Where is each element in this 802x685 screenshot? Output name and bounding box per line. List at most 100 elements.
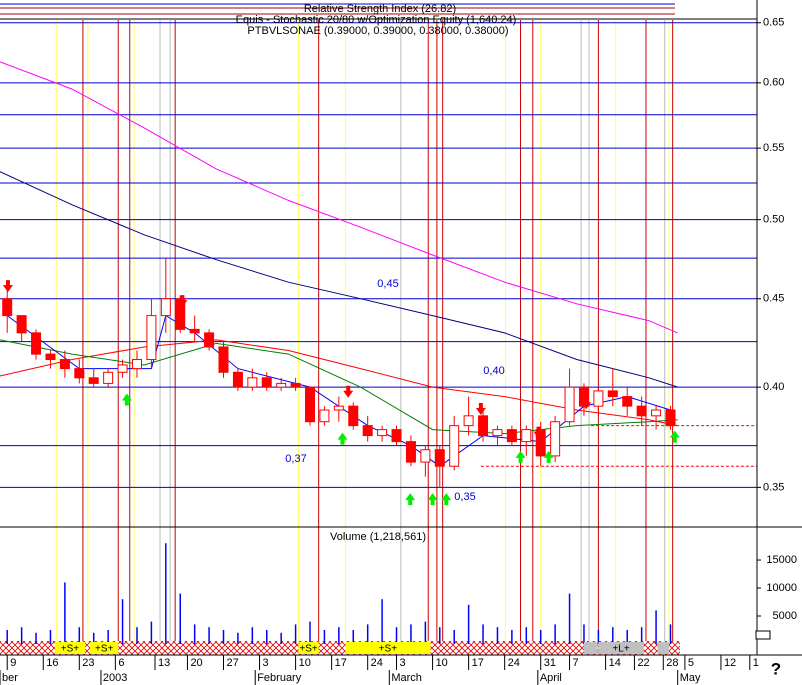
- annotation: 0,35: [454, 491, 475, 503]
- strip-segment: [657, 642, 670, 654]
- x-tick-label: 10: [436, 657, 448, 669]
- candle-body: [290, 382, 301, 388]
- candle-body: [261, 377, 272, 388]
- x-tick-label: 16: [46, 657, 58, 669]
- signal-arrow: [543, 450, 554, 463]
- x-tick-label: 27: [226, 657, 238, 669]
- candle-body: [305, 386, 316, 423]
- strip-label: +L+: [612, 644, 629, 655]
- candle-body: [189, 328, 200, 334]
- scroll-box[interactable]: [755, 630, 771, 640]
- candle-body: [550, 421, 561, 457]
- month-label: April: [540, 672, 562, 684]
- x-tick-label: 17: [472, 657, 484, 669]
- indicator-title: Equis - Stochastic 20/80 w/Optimization …: [236, 14, 517, 26]
- annotation: 0,37: [285, 453, 306, 465]
- x-tick-label: 24: [508, 657, 520, 669]
- candle-body: [449, 425, 460, 467]
- signal-arrow: [427, 493, 438, 506]
- candle-body: [45, 353, 56, 361]
- strip-label: +S+: [61, 644, 80, 655]
- candle-body: [117, 364, 128, 373]
- y-tick-label: 0.55: [763, 142, 784, 154]
- x-tick-label: 28: [666, 657, 678, 669]
- signal-arrow: [441, 493, 452, 506]
- candle-body: [175, 298, 186, 330]
- candle-body: [463, 415, 474, 427]
- candle-body: [607, 390, 618, 398]
- x-tick-label: 12: [724, 657, 736, 669]
- candle-body: [434, 449, 445, 467]
- indicator-title: Relative Strength Index (26.82): [304, 3, 456, 15]
- candle-body: [31, 332, 42, 355]
- candle-body: [276, 382, 287, 388]
- candle-body: [247, 377, 258, 388]
- strip-segment: [598, 642, 644, 654]
- x-tick-label: 23: [82, 657, 94, 669]
- candle-body: [492, 429, 503, 437]
- y-tick-label: 0.40: [763, 381, 784, 393]
- strip-segment: [583, 642, 598, 654]
- volume-tick-label: 10000: [766, 582, 797, 594]
- candle-body: [521, 429, 532, 443]
- candle-body: [131, 359, 142, 370]
- x-tick-label: 17: [335, 657, 347, 669]
- x-tick-label: 9: [10, 657, 16, 669]
- price-title: PTBVLSONAE (0.39000, 0.39000, 0.38000, 0…: [247, 25, 508, 37]
- strip-label: +S+: [299, 644, 318, 655]
- signal-arrow: [2, 280, 13, 293]
- candle-body: [362, 425, 373, 437]
- signal-arrow: [515, 450, 526, 463]
- candle-body: [348, 405, 359, 427]
- signal-arrow: [533, 426, 544, 439]
- x-tick-label: 1: [753, 657, 759, 669]
- strip-label: +S+: [95, 644, 114, 655]
- signal-arrow: [121, 393, 132, 406]
- y-tick-label: 0.65: [763, 17, 784, 29]
- candle-body: [146, 315, 157, 361]
- signal-strip: [0, 641, 680, 655]
- candle-body: [636, 405, 647, 417]
- month-label: May: [680, 672, 701, 684]
- x-tick-label: 6: [118, 657, 124, 669]
- indicator-line: [0, 339, 678, 427]
- strip-segment: [54, 642, 86, 654]
- candle-body: [564, 386, 575, 423]
- indicator-line: [0, 339, 678, 435]
- volume-tick-label: 5000: [773, 610, 797, 622]
- candle-body: [405, 441, 416, 463]
- y-tick-label: 0.45: [763, 293, 784, 305]
- y-tick-label: 0.60: [763, 77, 784, 89]
- candle-body: [622, 396, 633, 407]
- candle-body: [391, 429, 402, 443]
- strip-label: +S+: [379, 644, 398, 655]
- signal-arrow: [405, 493, 416, 506]
- x-tick-label: 7: [573, 657, 579, 669]
- candle-body: [2, 298, 13, 317]
- signal-arrow: [177, 295, 188, 308]
- annotation: 0,45: [377, 278, 398, 290]
- x-tick-label: 14: [609, 657, 621, 669]
- candle-body: [665, 409, 676, 427]
- indicator-line: [0, 61, 678, 334]
- candle-body: [88, 377, 99, 384]
- help-icon[interactable]: ?: [771, 659, 781, 678]
- signal-arrow: [475, 403, 486, 416]
- month-label: 2003: [103, 672, 127, 684]
- candle-body: [232, 371, 243, 388]
- signal-arrow: [581, 397, 592, 410]
- strip-segment: [298, 642, 319, 654]
- y-tick-label: 0.50: [763, 214, 784, 226]
- candle-body: [377, 429, 388, 437]
- candle-body: [319, 409, 330, 423]
- month-label: ber: [2, 672, 18, 684]
- signal-arrow: [669, 430, 680, 443]
- candle-body: [204, 332, 215, 348]
- signal-arrow: [337, 432, 348, 445]
- x-tick-label: 5: [688, 657, 694, 669]
- x-tick-label: 3: [263, 657, 269, 669]
- candle-body: [593, 390, 604, 407]
- x-tick-label: 20: [190, 657, 202, 669]
- x-tick-label: 13: [158, 657, 170, 669]
